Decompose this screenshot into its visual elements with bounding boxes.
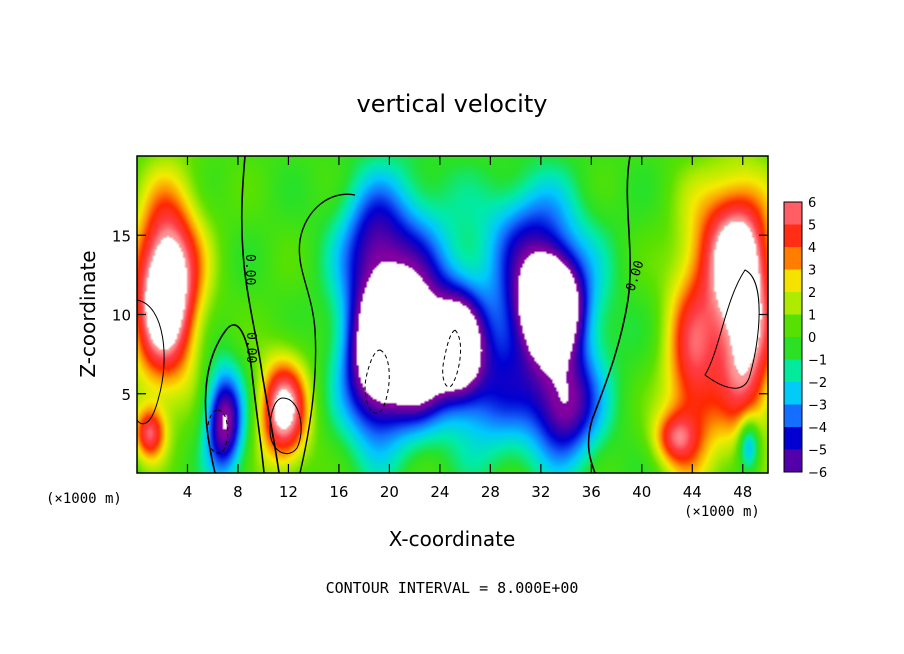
zero-contour-right [587, 155, 631, 474]
x-tick-label: 4 [183, 483, 193, 501]
colorbar-labels: 6 5 4 3 2 1 0 −1 −2 −3 −4 −5 −6 [808, 196, 827, 481]
y-tick-label: 5 [121, 386, 131, 404]
contour-label-2: 0.00 [243, 332, 258, 363]
colorbar-block [784, 359, 802, 383]
colorbar-label: −5 [808, 444, 827, 459]
x-tick-label: 8 [233, 483, 243, 501]
y-tick-label: 10 [112, 307, 131, 325]
zero-contour-lines [136, 155, 760, 474]
chart-title: vertical velocity [357, 90, 548, 118]
x-tick-label: 28 [481, 483, 500, 501]
colorbar-label: 2 [808, 286, 816, 301]
colorbar-block [784, 427, 802, 450]
contour-dashed-downdraft [364, 349, 390, 414]
colorbar-block [784, 337, 802, 360]
colorbar-block [784, 202, 802, 225]
x-tick-label: 12 [279, 483, 298, 501]
plot-area: 0.00 0.00 0.00 4 8 12 16 20 24 28 32 36 40 44 48 51… [112, 155, 769, 501]
colorbar-label: 4 [808, 241, 816, 256]
colorbar-block [784, 247, 802, 270]
colorbar-block [784, 224, 802, 248]
x-axis-ticks: 4 8 12 16 20 24 28 32 36 40 44 48 [183, 156, 752, 501]
zero-contour-middle [298, 193, 356, 474]
x-tick-label: 48 [733, 483, 752, 501]
contour-right-high [704, 269, 760, 389]
colorbar-label: 5 [808, 219, 816, 234]
zero-contour-left-inner [204, 324, 265, 474]
x-tick-label: 16 [329, 483, 348, 501]
x-tick-label: 40 [632, 483, 651, 501]
colorbar-label: −2 [808, 376, 827, 391]
colorbar-label: 0 [808, 331, 816, 346]
colorbar: 6 5 4 3 2 1 0 −1 −2 −3 −4 −5 −6 [783, 196, 827, 481]
heatmap-field [137, 156, 768, 473]
colorbar-label: 3 [808, 264, 816, 279]
x-tick-label: 32 [531, 483, 550, 501]
colorbar-label: 1 [808, 309, 816, 324]
colorbar-label: −6 [808, 466, 827, 481]
y-axis-label: Z-coordinate [76, 250, 100, 377]
x-tick-label: 44 [683, 483, 702, 501]
x-tick-label: 24 [430, 483, 449, 501]
contour-interval-note: CONTOUR INTERVAL = 8.000E+00 [326, 579, 579, 597]
colorbar-label: −1 [808, 354, 827, 369]
colorbar-label: −4 [808, 421, 827, 436]
contour-left-high [136, 299, 165, 425]
colorbar-block [784, 404, 802, 428]
colorbar-label: −3 [808, 399, 827, 414]
colorbar-label: 6 [808, 196, 816, 211]
x-tick-label: 20 [380, 483, 399, 501]
colorbar-block [784, 382, 802, 405]
y-tick-label: 15 [112, 227, 131, 245]
x-tick-label: 36 [582, 483, 601, 501]
colorbar-block [784, 449, 802, 473]
y-axis-ticks: 5 10 15 [112, 227, 768, 404]
x-axis-label: X-coordinate [389, 527, 516, 551]
x-unit-label-right: (×1000 m) [684, 504, 760, 520]
x-unit-label-left: (×1000 m) [46, 491, 122, 507]
colorbar-blocks [784, 202, 802, 473]
contour-label-1: 0.00 [242, 254, 257, 285]
contour-warm-cell [269, 397, 302, 454]
colorbar-block [784, 314, 802, 338]
colorbar-block [784, 269, 802, 293]
colorbar-block [784, 292, 802, 315]
colorbar-frame [783, 201, 803, 473]
zero-contour-left [240, 155, 280, 474]
